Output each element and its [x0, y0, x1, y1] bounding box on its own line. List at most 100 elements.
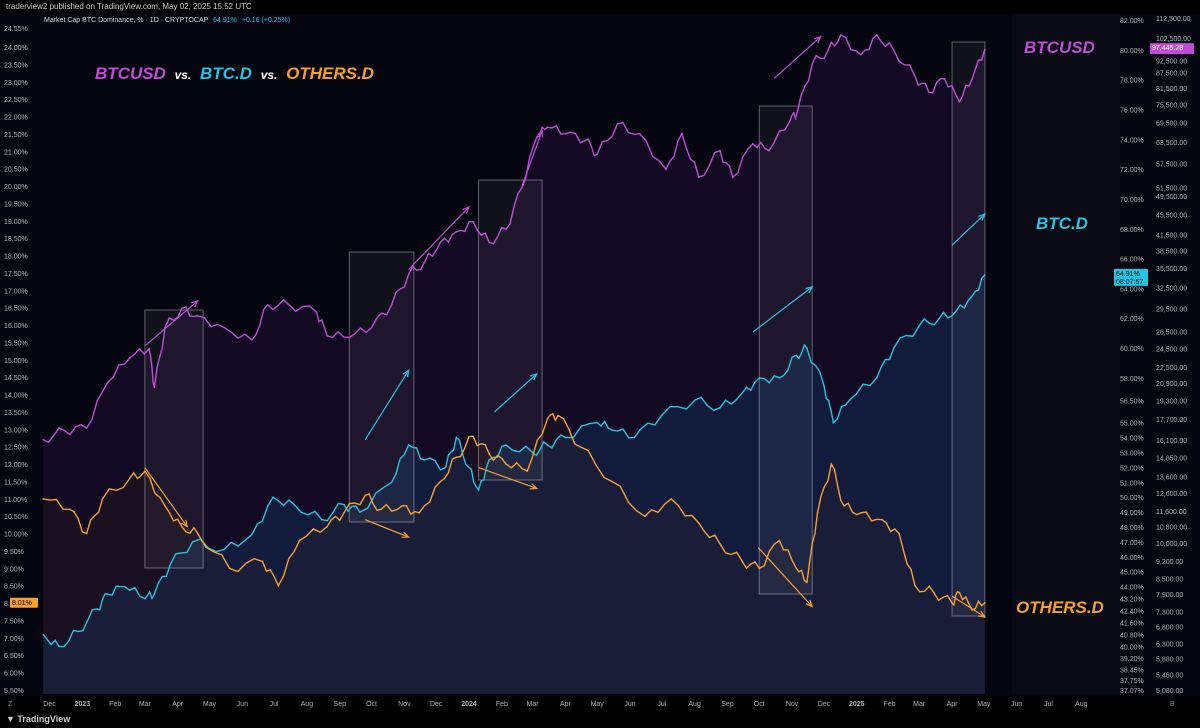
- left-axis-tick: 22.00%: [4, 115, 28, 122]
- right-pct-axis-tick: 60.00%: [1120, 346, 1144, 353]
- data-point-btcusd: [860, 53, 862, 56]
- data-point-btcd: [359, 511, 361, 513]
- data-point-othersd: [611, 480, 613, 483]
- attribution-text: traderview2 published on TradingView.com…: [6, 2, 252, 11]
- data-point-btcusd: [638, 132, 641, 135]
- title-othersd: OTHERS.D: [286, 64, 374, 83]
- data-point-btcd: [661, 414, 663, 416]
- left-axis-tick: 12.50%: [4, 445, 28, 452]
- legend-value: 64.91%: [213, 17, 237, 24]
- trend-arrow-head: [536, 129, 544, 138]
- trend-arrow: [773, 36, 822, 79]
- left-axis-tick: 17.50%: [4, 271, 28, 278]
- x-axis-tick: Feb: [496, 701, 508, 708]
- future-area: [1012, 14, 1120, 694]
- x-axis-tick: Apr: [947, 701, 959, 708]
- right-pct-axis-tick: 45.00%: [1120, 570, 1144, 577]
- right-price-axis-tick: 69,500.00: [1156, 120, 1187, 127]
- left-axis-tick: 13.00%: [4, 427, 28, 434]
- data-point-btcusd: [876, 34, 878, 36]
- badge-btcusd-bg: [1150, 43, 1194, 55]
- data-point-btcusd: [616, 123, 619, 125]
- data-point-othersd: [958, 591, 961, 594]
- data-point-btcusd: [789, 120, 791, 122]
- highlight-box: [758, 105, 813, 595]
- data-point-btcd: [251, 533, 253, 536]
- data-point-btcd: [892, 347, 895, 349]
- data-point-othersd: [144, 470, 146, 472]
- data-point-btcd: [42, 633, 44, 636]
- data-point-othersd: [698, 522, 700, 524]
- label-othersd: OTHERS.D: [1016, 598, 1104, 617]
- right-price-axis-tick: 38,500.00: [1156, 249, 1187, 256]
- data-point-othersd: [758, 567, 761, 570]
- trend-arrow: [478, 467, 538, 490]
- x-axis-tick: Nov: [786, 701, 799, 708]
- right-pct-axis-tick: 70.00%: [1120, 197, 1144, 204]
- data-point-btcusd: [423, 261, 426, 263]
- data-point-btcusd: [266, 303, 269, 306]
- axis-corner-right[interactable]: B: [1170, 701, 1175, 708]
- right-price-axis-tick: 7,900.00: [1156, 592, 1183, 599]
- data-point-btcd: [477, 488, 480, 491]
- right-price-axis-tick: 63,500.00: [1156, 140, 1187, 147]
- data-point-othersd: [881, 518, 883, 521]
- left-axis-tick: 12.00%: [4, 462, 28, 469]
- axis-corner-left[interactable]: Z: [8, 701, 13, 708]
- data-point-btcusd: [472, 220, 475, 223]
- right-pct-axis-tick: 44.00%: [1120, 585, 1144, 592]
- right-pct-axis-tick: 37.75%: [1120, 678, 1144, 685]
- tradingview-logo-icon: ▼: [6, 714, 18, 724]
- trend-arrow-head: [401, 531, 411, 538]
- data-point-btcusd: [488, 241, 490, 244]
- right-price-axis-tick: 5,460.00: [1156, 672, 1183, 679]
- right-price-axis-tick: 45,500.00: [1156, 212, 1187, 219]
- data-point-othersd: [557, 414, 559, 417]
- x-axis-tick: Jun: [1011, 701, 1022, 708]
- data-point-btcusd: [584, 139, 587, 142]
- label-btcusd: BTCUSD: [1024, 38, 1095, 57]
- right-pct-axis-tick: 48.00%: [1120, 525, 1144, 532]
- x-axis-band: [0, 696, 1200, 710]
- data-point-othersd: [984, 601, 986, 604]
- right-price-axis-tick: 92,500.00: [1156, 58, 1187, 65]
- tradingview-logo: ▼ TradingView: [6, 710, 70, 728]
- left-axis-tick: 16.50%: [4, 306, 28, 313]
- data-point-btcusd: [564, 132, 567, 135]
- data-point-btcusd: [348, 336, 351, 339]
- data-point-btcusd: [315, 311, 318, 313]
- x-axis-tick: Jun: [237, 701, 248, 708]
- right-pct-axis-tick: 51.00%: [1120, 480, 1144, 487]
- data-point-btcd: [191, 541, 194, 543]
- trend-arrow: [144, 300, 199, 347]
- badge-btcd-bg: [1114, 268, 1148, 286]
- series-area-othersd: [43, 413, 985, 694]
- x-axis-tick: 2025: [849, 701, 865, 708]
- right-pct-axis-tick: 82.00%: [1120, 18, 1144, 25]
- data-point-btcd: [971, 295, 973, 297]
- data-point-othersd: [670, 498, 673, 500]
- trend-arrow: [757, 547, 813, 608]
- data-point-othersd: [101, 498, 104, 500]
- highlight-box: [478, 179, 543, 481]
- chart-canvas[interactable]: 24.55% 24.00% 23.50% 23.00% 22.50% 22.00% 21.5…: [0, 14, 1200, 724]
- data-point-btcd: [153, 593, 156, 595]
- data-point-btcd: [77, 630, 79, 633]
- x-axis-tick: Aug: [1075, 701, 1088, 708]
- right-price-axis-tick: 17,700.00: [1156, 417, 1187, 424]
- left-axis-tick: 23.00%: [4, 80, 28, 87]
- trend-arrow-head: [190, 299, 200, 308]
- x-axis-tick: 2024: [461, 701, 477, 708]
- right-price-axis-tick: 87,500.00: [1156, 71, 1187, 78]
- right-pct-axis-tick: 58.00%: [1120, 376, 1144, 383]
- right-price-axis-tick: 102,500.00: [1156, 36, 1191, 43]
- legend-symbol: Market Cap BTC Dominance, % · 1D · CRYPT…: [44, 17, 209, 24]
- badge-others-text: 8.01%: [12, 600, 32, 607]
- left-axis-tick: 24.55%: [4, 26, 28, 33]
- right-price-axis-tick: 75,500.00: [1156, 103, 1187, 110]
- right-price-axis-tick: 81,500.00: [1156, 86, 1187, 93]
- right-price-axis-tick: 24,500.00: [1156, 347, 1187, 354]
- x-axis-tick: Mar: [913, 701, 926, 708]
- x-axis-tick: Mar: [139, 701, 152, 708]
- data-point-btcusd: [505, 228, 507, 230]
